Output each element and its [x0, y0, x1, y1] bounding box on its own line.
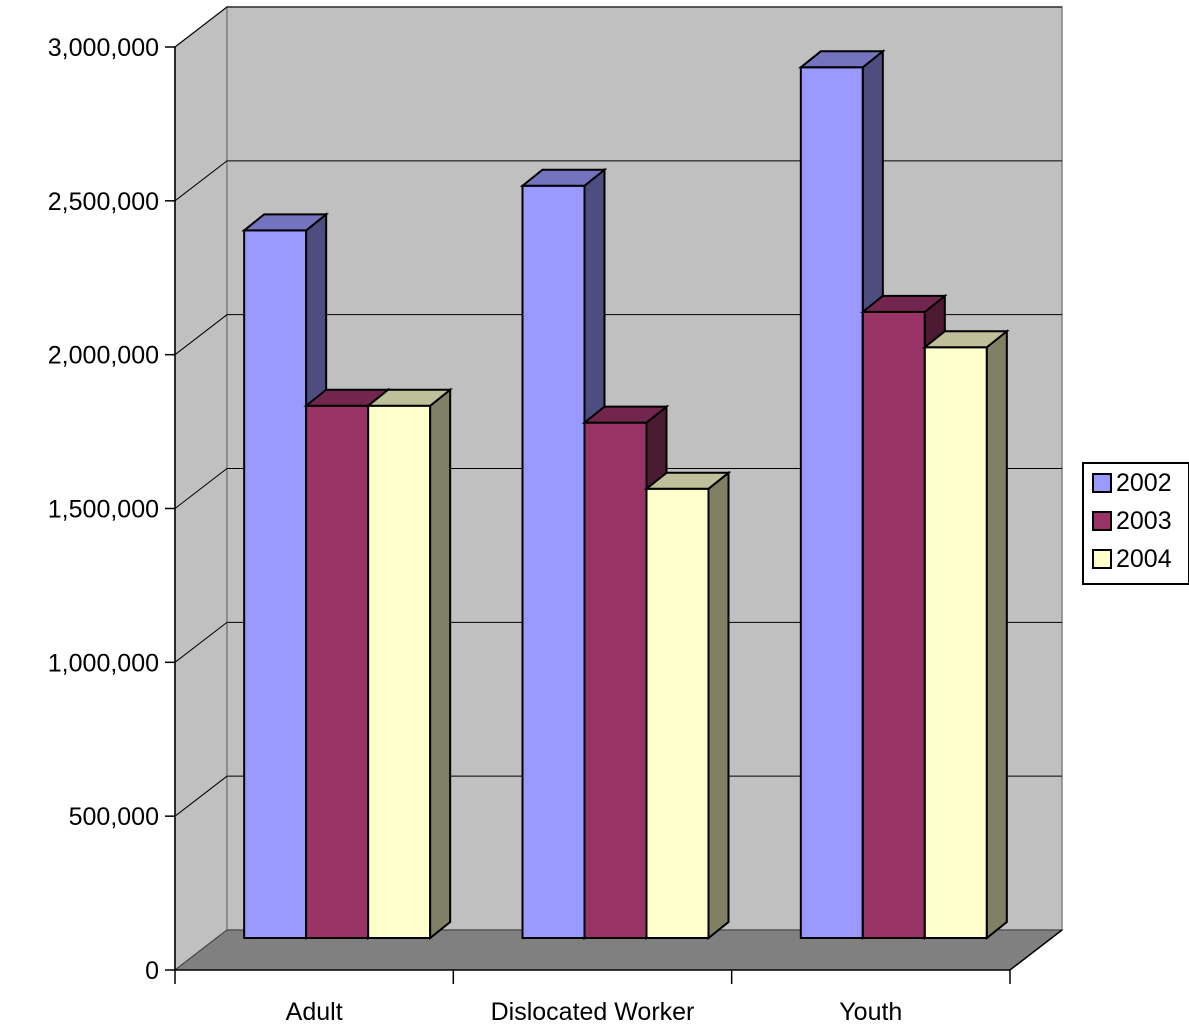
legend-label: 2004 — [1116, 545, 1172, 573]
gridline — [174, 314, 1062, 356]
category-label: Youth — [839, 998, 902, 1026]
bar-top — [519, 168, 608, 187]
y-tick-label: 2,000,000 — [48, 342, 159, 370]
bar-front — [521, 184, 586, 939]
bar-2004-youth — [921, 329, 1010, 941]
y-tick-label: 2,500,000 — [48, 188, 159, 216]
y-tick-label: 3,000,000 — [48, 34, 159, 62]
bar-front — [645, 487, 710, 939]
legend-swatch — [1092, 473, 1112, 493]
gridline — [174, 775, 1062, 817]
legend-swatch — [1092, 549, 1112, 569]
category-label: Adult — [286, 998, 343, 1026]
gridline — [174, 6, 1062, 48]
axes: 0 500,000 1,000,000 1,500,000 2,000,000 2,500… — [48, 34, 1063, 1026]
bar-front — [583, 421, 648, 939]
bar-top — [859, 294, 948, 313]
gridline — [174, 160, 1062, 202]
bar-2004-adult — [365, 387, 454, 941]
gridline — [174, 621, 1062, 663]
legend-swatch — [1092, 511, 1112, 531]
bar-front — [923, 346, 988, 939]
bar-2004-dislocated-worker — [643, 470, 732, 941]
legend-label: 2003 — [1116, 507, 1172, 535]
bar-top — [241, 213, 330, 232]
bar-side — [985, 329, 1008, 941]
bar-top — [365, 388, 454, 407]
bar-front — [243, 229, 308, 940]
gridlines — [174, 6, 1062, 817]
bar-top — [581, 405, 670, 424]
bar-front — [305, 404, 370, 939]
category-label: Dislocated Worker — [491, 998, 695, 1026]
bar-side — [707, 470, 730, 941]
bar-top — [797, 50, 886, 69]
legend-label: 2002 — [1116, 469, 1172, 497]
bar-top — [921, 330, 1010, 349]
floor-edge — [1009, 929, 1063, 971]
bar-top — [643, 471, 732, 490]
y-tick-label: 0 — [145, 957, 159, 985]
legend: 2002 2003 2004 — [1082, 462, 1189, 585]
bars — [241, 49, 1010, 941]
bar-front — [367, 404, 432, 939]
y-tick-label: 500,000 — [69, 803, 159, 831]
y-tick-label: 1,000,000 — [48, 649, 159, 677]
gridline — [174, 468, 1062, 509]
bar-front — [799, 66, 864, 939]
y-tick-label: 1,500,000 — [48, 496, 159, 524]
bar-front — [861, 310, 926, 940]
bar-side — [429, 387, 452, 941]
